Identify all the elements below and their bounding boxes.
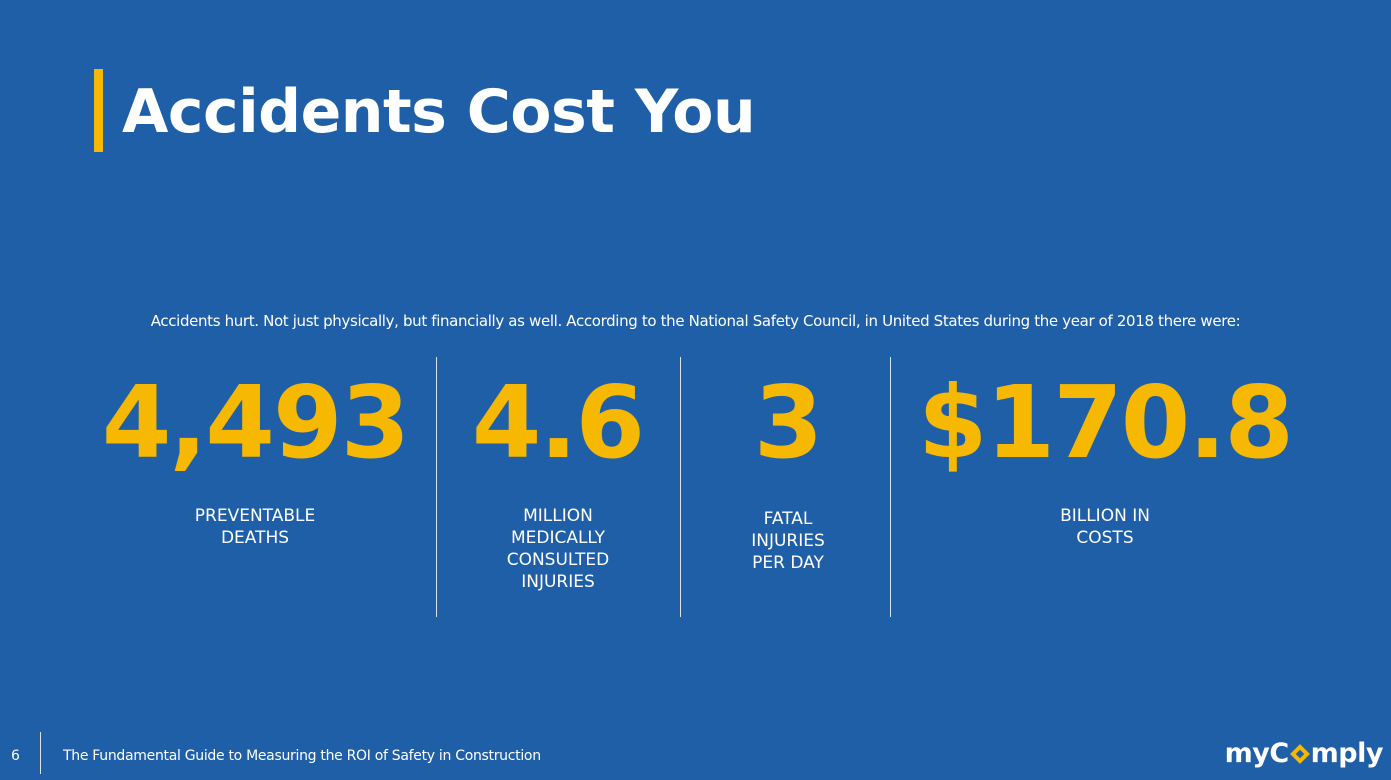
document-title: The Fundamental Guide to Measuring the R… bbox=[63, 748, 541, 764]
diamond-o-icon bbox=[1290, 744, 1310, 764]
stat-value-costs: $170.8 bbox=[918, 364, 1294, 481]
stat-divider bbox=[890, 357, 891, 617]
stat-label-deaths: PREVENTABLE DEATHS bbox=[194, 506, 316, 548]
page-title: Accidents Cost You bbox=[122, 77, 756, 147]
logo-text-start: myC bbox=[1224, 738, 1290, 769]
footer-divider bbox=[40, 732, 41, 774]
logo-text-end: mply bbox=[1310, 738, 1384, 769]
page-number: 6 bbox=[11, 748, 20, 764]
stat-value-deaths: 4,493 bbox=[101, 364, 410, 481]
intro-text: Accidents hurt. Not just physically, but… bbox=[150, 312, 1241, 330]
stat-divider bbox=[680, 357, 681, 617]
stat-label-fatal: FATAL INJURIES PER DAY bbox=[751, 509, 825, 573]
stat-label-injuries: MILLION MEDICALLY CONSULTED INJURIES bbox=[506, 506, 610, 592]
stat-value-injuries: 4.6 bbox=[471, 364, 645, 481]
stat-label-costs: BILLION IN COSTS bbox=[1060, 506, 1150, 548]
stat-divider bbox=[436, 357, 437, 617]
stat-value-fatal: 3 bbox=[753, 364, 824, 481]
title-accent-bar bbox=[94, 69, 103, 152]
mycomply-logo: myC mply bbox=[1224, 738, 1384, 769]
